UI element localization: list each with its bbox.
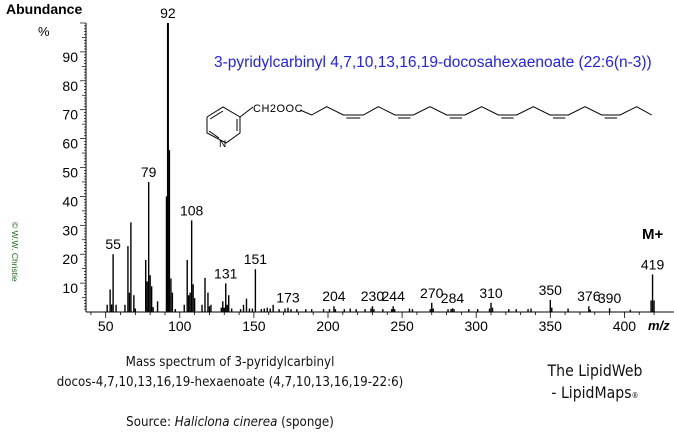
registered-mark: ® <box>631 391 639 400</box>
peak-label-350: 350 <box>539 282 563 298</box>
ring-substituent-bond <box>239 106 254 118</box>
x-tick-label: 50 <box>98 318 114 334</box>
y-axis-title: Abundance <box>6 1 82 17</box>
peak-label-244: 244 <box>382 288 406 304</box>
pyridine-ring <box>206 106 241 144</box>
peak-label-310: 310 <box>479 285 503 301</box>
y-tick-label: 70 <box>62 107 78 123</box>
ring-double-bond <box>209 110 224 120</box>
x-tick-label: 400 <box>613 318 637 334</box>
source-species: Haliclona cinerea <box>174 414 278 430</box>
ring-double-bond <box>208 130 220 139</box>
branding-line-2: - LipidMaps® <box>538 382 652 407</box>
y-axis-unit: % <box>38 24 50 39</box>
y-tick-label: 20 <box>62 251 78 267</box>
fatty-acid-chain <box>299 106 652 116</box>
peak-label-92: 92 <box>160 5 176 21</box>
structure-ring-atom: N <box>219 139 226 150</box>
y-tick-label: 40 <box>62 193 78 209</box>
y-tick-label: 10 <box>62 280 78 296</box>
branding-line-1: The LipidWeb <box>547 361 643 380</box>
x-tick-label: 350 <box>539 318 563 334</box>
branding-name: - LipidMaps <box>551 383 632 402</box>
caption-source: Source: Haliclona cinerea (sponge) <box>45 412 415 432</box>
peak-label-151: 151 <box>244 251 268 267</box>
caption: Mass spectrum of 3-pyridylcarbinyl docos… <box>45 352 415 432</box>
structure-substituent: CH2OOC <box>253 103 303 115</box>
x-tick-label: 150 <box>242 318 266 334</box>
peaks <box>106 23 655 312</box>
x-tick-label: 250 <box>390 318 414 334</box>
molecular-ion-label: M+ <box>642 226 663 243</box>
caption-line-1: Mass spectrum of 3-pyridylcarbinyl <box>125 354 335 370</box>
peak-label-173: 173 <box>276 290 300 306</box>
copyright: © W.W. Christie <box>10 222 20 282</box>
source-suffix: (sponge) <box>277 414 334 430</box>
axes: 10 20 30 40 50 60 70 80 90 50 100 150 200 250 300 350 40… <box>62 22 674 334</box>
peak-label-270: 270 <box>420 285 444 301</box>
x-tick-label: 300 <box>465 318 489 334</box>
x-tick-label: 200 <box>316 318 340 334</box>
y-tick-label: 50 <box>62 165 78 181</box>
peak-label-108: 108 <box>180 202 204 218</box>
caption-line-2: docos-4,7,10,13,16,19-hexaenoate (4,7,10… <box>56 374 404 390</box>
peak-label-204: 204 <box>322 288 346 304</box>
peak-label-55: 55 <box>105 236 121 252</box>
x-axis-title: m/z <box>648 318 670 333</box>
peak-label-390: 390 <box>598 290 622 306</box>
y-tick-label: 60 <box>62 136 78 152</box>
peak-label-284: 284 <box>441 290 465 306</box>
y-tick-label: 30 <box>62 222 78 238</box>
branding: The LipidWeb - LipidMaps® <box>538 360 652 407</box>
chart-title: 3-pyridylcarbinyl 4,7,10,13,16,19-docosa… <box>214 54 652 71</box>
peak-label-79: 79 <box>141 164 157 180</box>
peak-label-230: 230 <box>361 288 385 304</box>
peak-label-131: 131 <box>214 265 238 281</box>
peak-label-376: 376 <box>577 288 601 304</box>
y-tick-label: 90 <box>62 49 78 65</box>
x-tick-label: 100 <box>168 318 192 334</box>
molecule-structure <box>206 106 652 144</box>
source-prefix: Source: <box>126 414 175 430</box>
peak-label-419: 419 <box>641 256 665 272</box>
y-tick-label: 80 <box>62 78 78 94</box>
